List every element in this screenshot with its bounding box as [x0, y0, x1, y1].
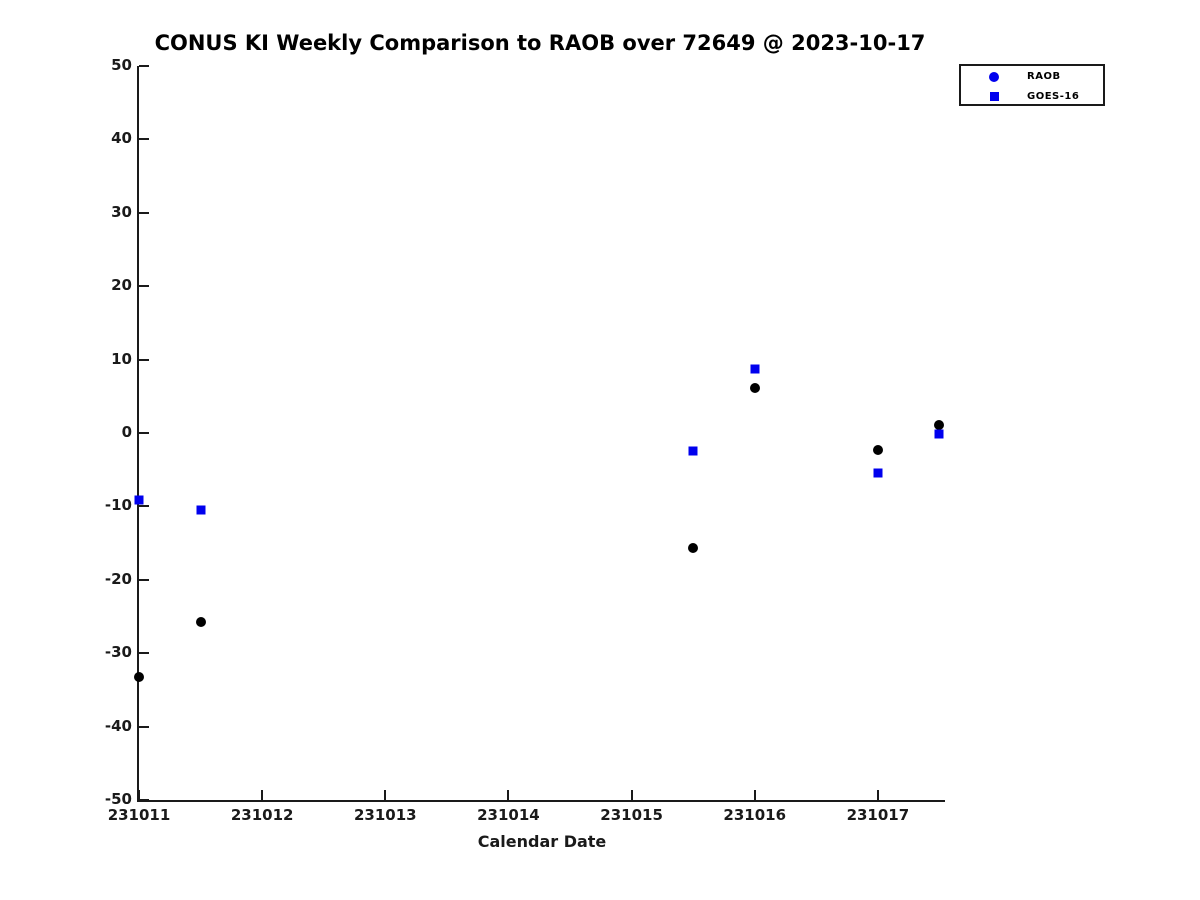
y-tick-mark: [139, 652, 149, 655]
data-point-goes16: [196, 505, 206, 515]
legend-label: RAOB: [1027, 71, 1061, 82]
data-point-raob: [195, 616, 206, 627]
x-tick-mark: [138, 790, 140, 800]
y-tick-mark: [139, 285, 149, 288]
x-tick-mark: [630, 790, 633, 800]
data-point-raob: [872, 444, 883, 455]
data-point-goes16: [134, 495, 144, 505]
y-tick-mark: [139, 358, 149, 361]
y-tick-mark: [139, 578, 149, 581]
y-tick-mark: [139, 505, 149, 508]
legend-square-icon: [989, 92, 999, 101]
legend: RAOB GOES-16: [959, 64, 1105, 106]
y-tick-label: -50: [104, 790, 132, 808]
x-tick-label: 231012: [230, 806, 294, 824]
x-tick-mark: [384, 790, 387, 800]
data-point-raob: [134, 671, 144, 682]
x-tick-label: 231016: [723, 806, 787, 824]
y-tick-mark: [139, 211, 149, 214]
y-tick-label: -40: [104, 716, 132, 735]
x-axis-label: Calendar Date: [477, 832, 607, 851]
data-point-raob: [749, 383, 760, 394]
y-tick-mark: [139, 138, 149, 141]
y-tick-label: -30: [104, 643, 132, 662]
data-point-goes16: [688, 446, 698, 456]
y-tick-mark: [139, 725, 149, 728]
legend-circle-icon: [989, 71, 999, 82]
data-point-raob: [934, 419, 945, 430]
y-tick-label: 50: [111, 56, 132, 74]
data-point-goes16: [750, 364, 760, 374]
x-tick-label: 231015: [600, 806, 663, 824]
x-tick-label: 231013: [353, 806, 417, 824]
data-point-goes16: [873, 468, 883, 478]
y-tick-label: 30: [111, 202, 132, 221]
y-tick-label: 0: [121, 423, 132, 441]
plot-area: Measured KI (C) Calendar Date 5040302010…: [105, 56, 945, 851]
data-point-goes16: [934, 429, 944, 439]
legend-label: GOES-16: [1027, 91, 1080, 102]
x-tick-mark: [876, 790, 879, 800]
legend-marker-cell: [961, 92, 1027, 101]
legend-marker-cell: [961, 71, 1027, 82]
y-tick-label: -20: [104, 569, 132, 588]
data-point-raob: [688, 543, 699, 554]
x-tick-mark: [261, 790, 264, 800]
x-tick-label: 231017: [846, 806, 910, 824]
x-tick-mark: [753, 790, 756, 800]
y-tick-label: -10: [104, 496, 132, 515]
y-tick-label: 20: [111, 276, 132, 295]
x-tick-mark: [507, 790, 510, 800]
legend-item-goes16: GOES-16: [961, 87, 1103, 106]
x-tick-label: 231011: [107, 806, 171, 824]
y-tick-label: 40: [111, 129, 132, 148]
y-tick-mark: [139, 432, 149, 434]
x-tick-label: 231014: [477, 806, 540, 824]
legend-item-raob: RAOB: [961, 67, 1103, 86]
y-tick-mark: [139, 799, 149, 801]
chart-title: CONUS KI Weekly Comparison to RAOB over …: [154, 31, 926, 55]
y-tick-mark: [139, 65, 149, 67]
y-tick-label: 10: [111, 349, 132, 368]
